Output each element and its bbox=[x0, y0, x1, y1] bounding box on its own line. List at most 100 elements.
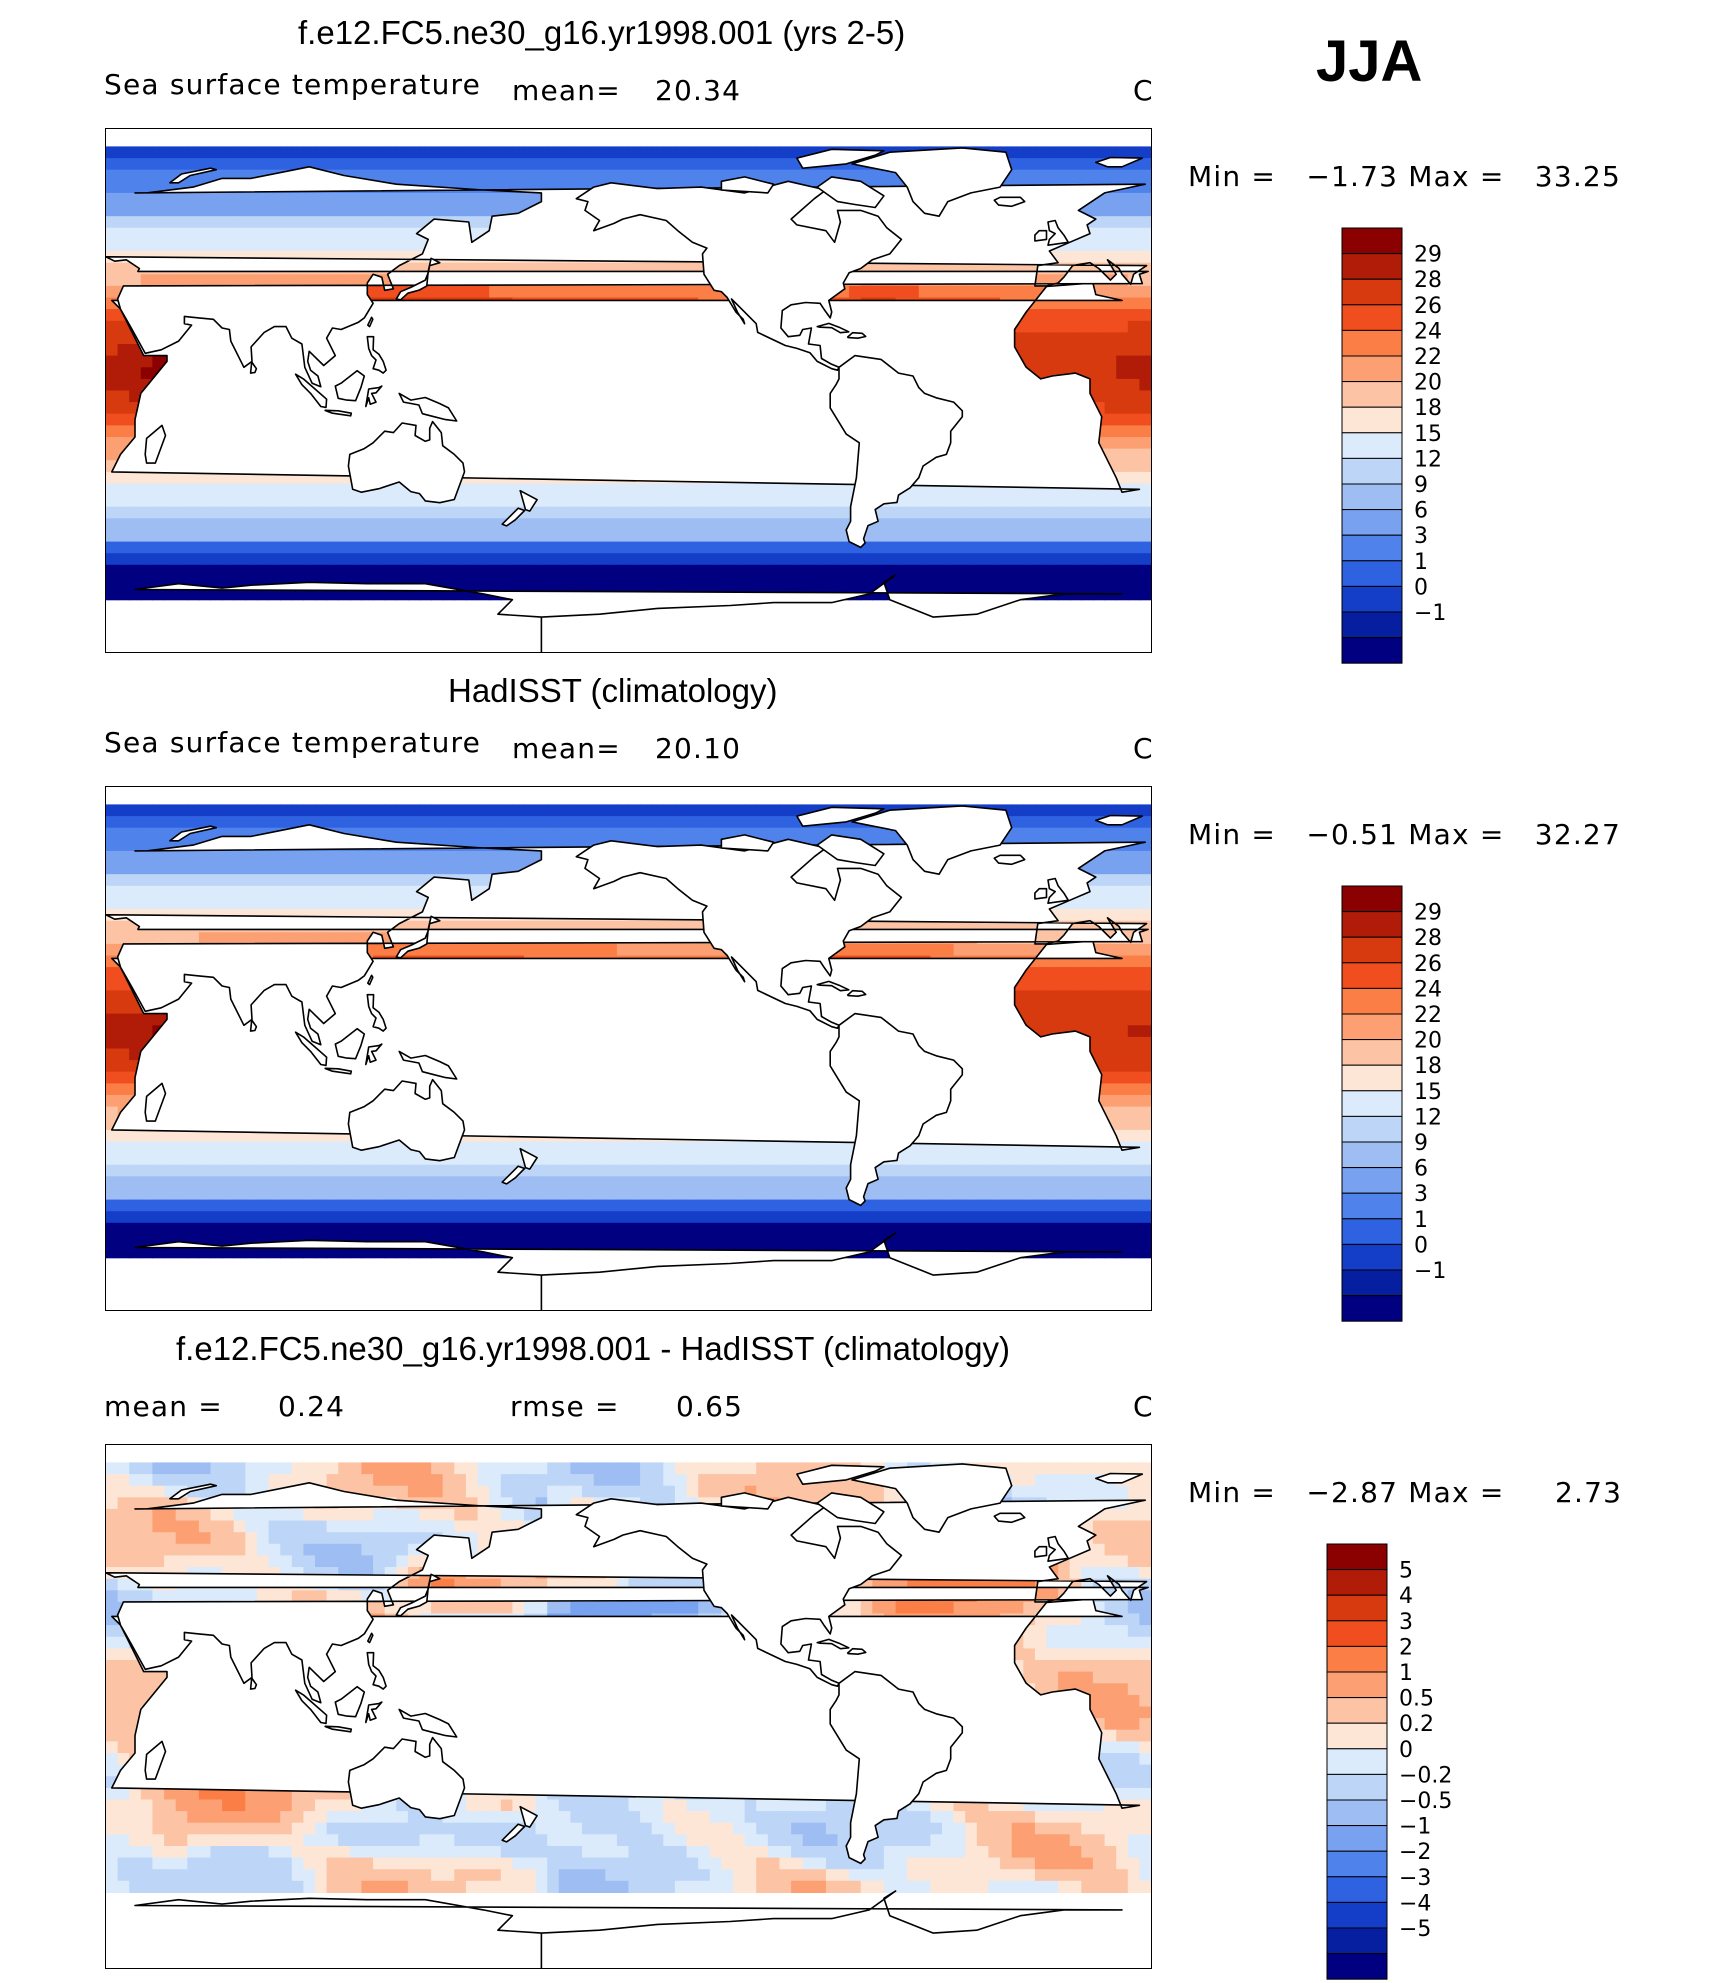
panel-title-diff: f.e12.FC5.ne30_g16.yr1998.001 - HadISST … bbox=[176, 1330, 1011, 1367]
colorbar-label: −1 bbox=[1414, 1259, 1446, 1284]
colorbar-swatch bbox=[1326, 1620, 1388, 1647]
colorbar-swatch bbox=[1341, 987, 1403, 1015]
mean-value-diff: 0.24 bbox=[278, 1390, 346, 1423]
colorbar-label: 1 bbox=[1414, 550, 1428, 575]
colorbar-label: 29 bbox=[1414, 243, 1442, 268]
colorbar-label: 28 bbox=[1414, 926, 1442, 951]
map-panel-obs bbox=[105, 786, 1152, 1311]
units-label-obs: C bbox=[1133, 732, 1154, 765]
rmse-value-diff: 0.65 bbox=[676, 1390, 744, 1423]
colorbar-swatch bbox=[1326, 1850, 1388, 1878]
colorbar-swatch bbox=[1341, 1167, 1403, 1194]
colorbar-label: −2 bbox=[1399, 1840, 1431, 1865]
colorbar-swatch bbox=[1341, 483, 1403, 511]
colorbar-swatch bbox=[1341, 1295, 1403, 1322]
colorbar-swatch bbox=[1341, 278, 1403, 306]
colorbar-label: 3 bbox=[1399, 1610, 1413, 1635]
colorbar-swatch bbox=[1341, 304, 1403, 331]
colorbar-label: −4 bbox=[1399, 1891, 1431, 1916]
colorbar-label: 28 bbox=[1414, 268, 1442, 293]
colorbar-swatch bbox=[1341, 1090, 1403, 1117]
colorbar-swatch bbox=[1326, 1953, 1388, 1980]
colorbar-swatch bbox=[1341, 1192, 1403, 1220]
colorbar-swatch bbox=[1341, 329, 1403, 357]
colorbar-swatch bbox=[1326, 1825, 1388, 1852]
colorbar-swatch bbox=[1341, 560, 1403, 587]
colorbar-label: 3 bbox=[1414, 1182, 1428, 1207]
colorbar-swatch bbox=[1341, 1243, 1403, 1271]
panel-title-model: f.e12.FC5.ne30_g16.yr1998.001 (yrs 2-5) bbox=[298, 14, 906, 51]
colorbar-label: −0.5 bbox=[1399, 1789, 1452, 1814]
mean-label-obs: mean= bbox=[512, 732, 621, 765]
mean-value-model: 20.34 bbox=[655, 74, 742, 107]
colorbar-label: 24 bbox=[1414, 977, 1442, 1002]
colorbar-label: 22 bbox=[1414, 1003, 1442, 1028]
colorbar-swatch bbox=[1341, 1013, 1403, 1041]
colorbar-label: 18 bbox=[1414, 396, 1442, 421]
colorbar-swatch bbox=[1341, 1141, 1403, 1169]
colorbar-label: 6 bbox=[1414, 499, 1428, 524]
coastlines bbox=[106, 147, 1149, 652]
minmax-obs: Min = −0.51 Max = 32.27 bbox=[1188, 818, 1621, 851]
colorbar-swatch bbox=[1326, 1876, 1388, 1903]
colorbar-swatch bbox=[1341, 1064, 1403, 1092]
colorbar-swatch bbox=[1341, 534, 1403, 562]
colorbar-label: 26 bbox=[1414, 952, 1442, 977]
colorbar-label: 26 bbox=[1414, 294, 1442, 319]
colorbar-swatch bbox=[1326, 1543, 1388, 1571]
colorbar-swatch bbox=[1326, 1594, 1388, 1622]
units-label-model: C bbox=[1133, 74, 1154, 107]
colorbar-swatch bbox=[1341, 611, 1403, 639]
colorbar-swatch bbox=[1341, 1039, 1403, 1066]
variable-label-model: Sea surface temperature bbox=[104, 68, 482, 101]
colorbar-label: 15 bbox=[1414, 422, 1442, 447]
colorbar-label: 2 bbox=[1399, 1635, 1413, 1660]
mean-value-obs: 20.10 bbox=[655, 732, 742, 765]
colorbar-label: 0 bbox=[1399, 1738, 1413, 1763]
minmax-diff: Min = −2.87 Max = 2.73 bbox=[1188, 1476, 1623, 1509]
colorbar-swatch bbox=[1341, 457, 1403, 485]
mean-label-diff: mean = bbox=[104, 1390, 223, 1423]
colorbar-swatch bbox=[1341, 381, 1403, 408]
colorbar-swatch bbox=[1326, 1671, 1388, 1699]
colorbar-label: 12 bbox=[1414, 1105, 1442, 1130]
colorbar-label: 1 bbox=[1414, 1208, 1428, 1233]
coastlines bbox=[106, 805, 1149, 1310]
colorbar-swatch bbox=[1326, 1901, 1388, 1929]
colorbar-swatch bbox=[1326, 1645, 1388, 1673]
colorbar-swatch bbox=[1341, 885, 1403, 913]
colorbar-label: 5 bbox=[1399, 1559, 1413, 1584]
coastlines bbox=[106, 1463, 1149, 1968]
colorbar-swatch bbox=[1341, 962, 1403, 989]
colorbar-label: 29 bbox=[1414, 901, 1442, 926]
rmse-label-diff: rmse = bbox=[510, 1390, 620, 1423]
colorbar-swatch bbox=[1341, 406, 1403, 434]
colorbar-label: 24 bbox=[1414, 319, 1442, 344]
units-label-diff: C bbox=[1133, 1390, 1154, 1423]
colorbar-obs: 29 28 26 24 22 20 18 15 12 9 6 3 1 0 −1 bbox=[1341, 885, 1512, 1325]
colorbar-swatch bbox=[1341, 253, 1403, 280]
colorbar-label: 20 bbox=[1414, 371, 1442, 396]
colorbar-label: −1 bbox=[1399, 1815, 1431, 1840]
colorbar-label: 1 bbox=[1399, 1661, 1413, 1686]
colorbar-swatch bbox=[1341, 585, 1403, 613]
colorbar-model: 29 28 26 24 22 20 18 15 12 9 6 3 1 0 −1 bbox=[1341, 227, 1512, 667]
variable-label-obs: Sea surface temperature bbox=[104, 726, 482, 759]
colorbar-swatch bbox=[1341, 227, 1403, 255]
colorbar-swatch bbox=[1326, 1799, 1388, 1827]
colorbar-swatch bbox=[1326, 1697, 1388, 1724]
colorbar-label: 0.2 bbox=[1399, 1712, 1434, 1737]
colorbar-swatch bbox=[1341, 911, 1403, 938]
colorbar-swatch bbox=[1326, 1748, 1388, 1775]
colorbar-swatch bbox=[1326, 1927, 1388, 1955]
colorbar-label: −0.2 bbox=[1399, 1763, 1452, 1788]
season-label: JJA bbox=[1316, 29, 1423, 94]
colorbar-label: 20 bbox=[1414, 1029, 1442, 1054]
minmax-model: Min = −1.73 Max = 33.25 bbox=[1188, 160, 1621, 193]
colorbar-label: 9 bbox=[1414, 1131, 1428, 1156]
colorbar-label: −3 bbox=[1399, 1866, 1431, 1891]
colorbar-label: 0.5 bbox=[1399, 1687, 1434, 1712]
colorbar-swatch bbox=[1341, 1115, 1403, 1143]
colorbar-swatch bbox=[1341, 936, 1403, 964]
colorbar-label: 12 bbox=[1414, 447, 1442, 472]
